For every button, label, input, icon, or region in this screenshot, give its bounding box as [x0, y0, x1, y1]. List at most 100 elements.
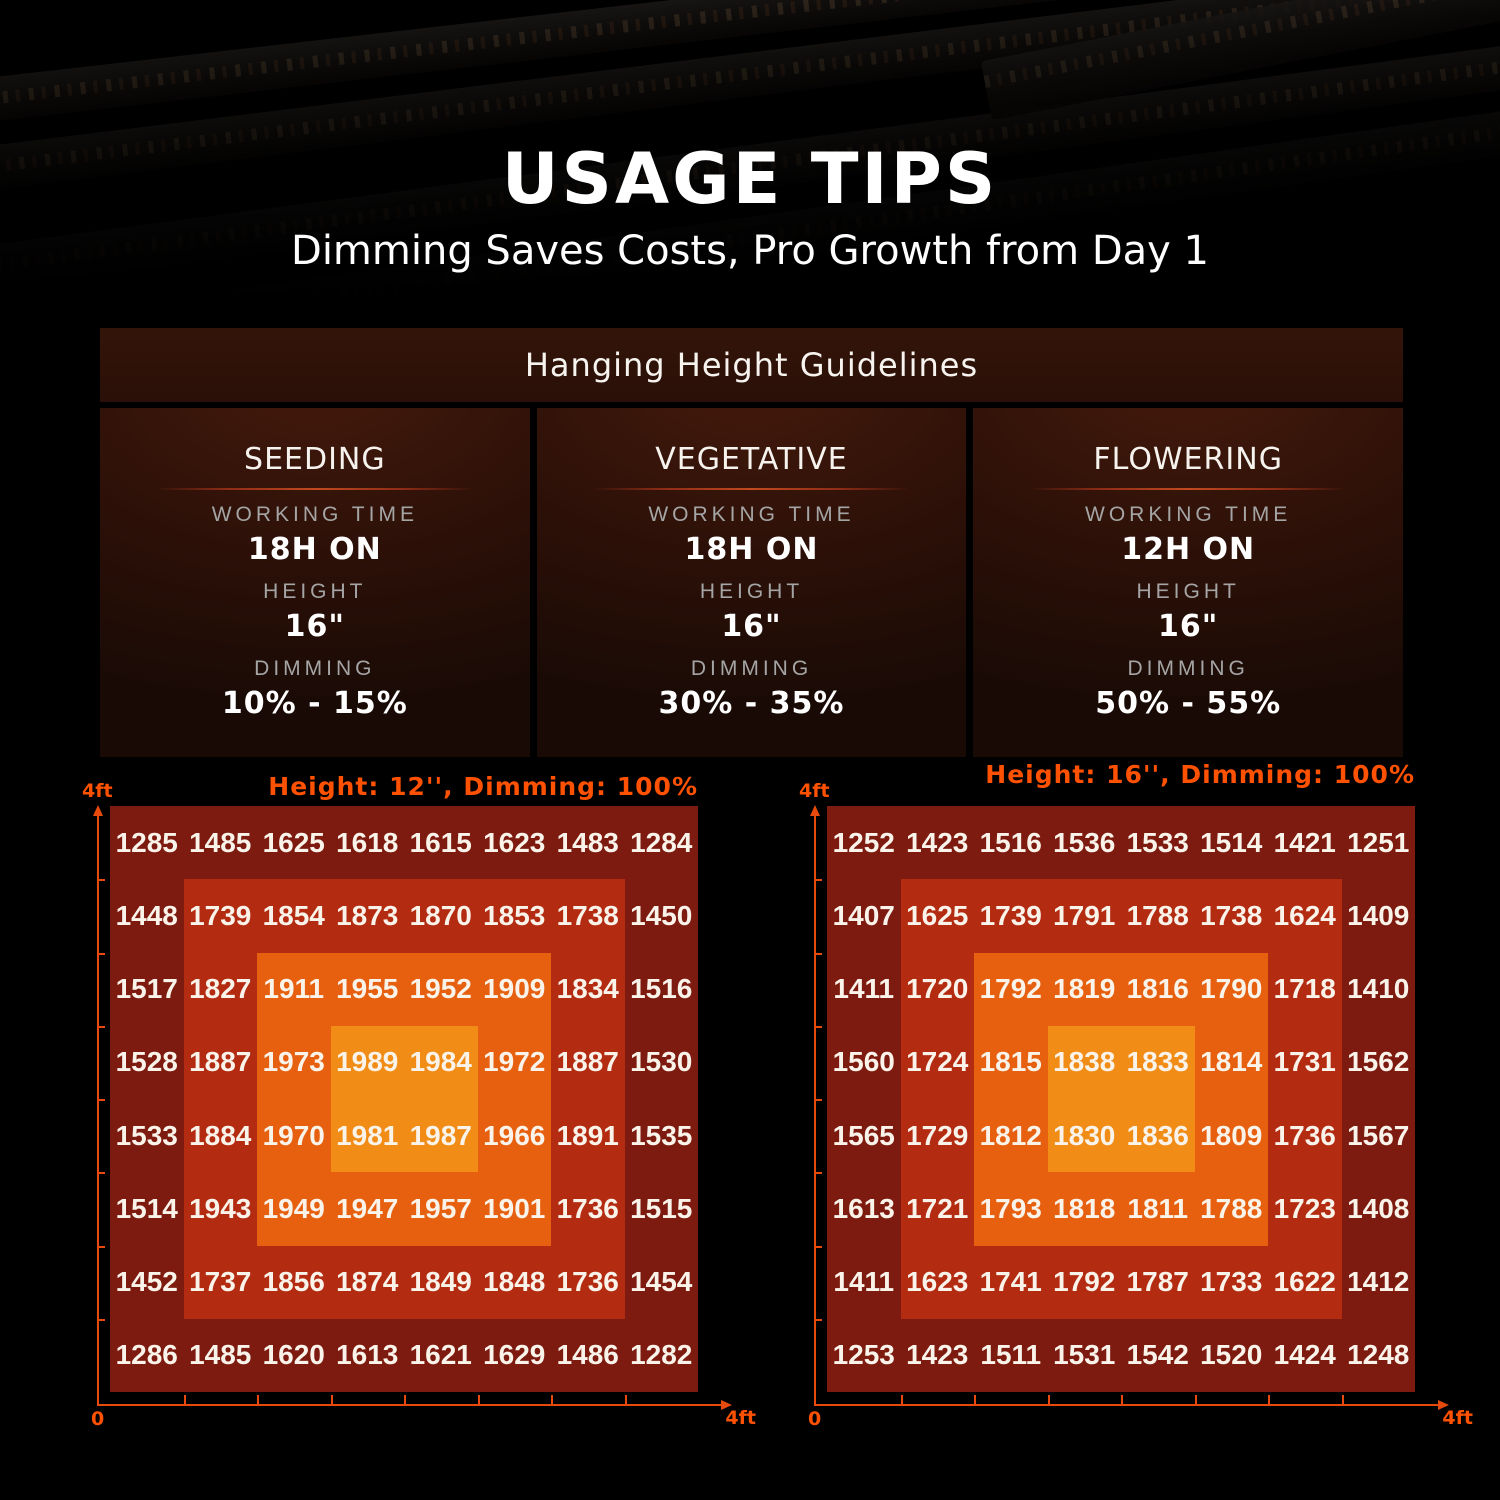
heatmap-cell-value: 1533: [1126, 826, 1189, 858]
heatmap-height-12in: Height: 12'', Dimming: 100% 4ft 0 4ft 12…: [82, 772, 756, 1430]
y-axis-tick: [814, 1099, 822, 1101]
heatmap-cell-value: 1409: [1347, 899, 1410, 931]
heatmap-cell-value: 1853: [483, 899, 546, 931]
heatmap-cell-value: 1423: [906, 1339, 969, 1371]
heatmap-cell-value: 1533: [115, 1119, 178, 1151]
heatmap-cell-value: 1966: [483, 1119, 546, 1151]
heatmap-cell-value: 1517: [115, 973, 178, 1005]
x-axis-tick: [1341, 1395, 1344, 1404]
heatmap-cell-value: 1793: [979, 1192, 1042, 1224]
heatmap-cell-value: 1849: [409, 1266, 472, 1298]
heatmap-cell-value: 1830: [1053, 1119, 1116, 1151]
y-axis-tick: [97, 952, 105, 955]
heatmap-cell-value: 1621: [409, 1339, 472, 1371]
heatmap-cell-value: 1282: [630, 1339, 693, 1371]
working-time-value: 18H ON: [247, 532, 382, 567]
heatmap-cell-value: 1618: [336, 826, 399, 858]
heatmap-cell-value: 1511: [980, 1339, 1042, 1371]
heatmap-cell-value: 1887: [556, 1046, 619, 1078]
heatmap-cell-value: 1792: [1053, 1266, 1116, 1298]
heatmap-cell-value: 1790: [1200, 973, 1263, 1005]
heatmap-cell-value: 1623: [483, 826, 546, 858]
heatmap-cell-value: 1909: [483, 973, 546, 1005]
y-axis-tick: [814, 1245, 822, 1248]
heatmap-cell-value: 1816: [1126, 973, 1189, 1005]
y-axis-tick: [814, 1172, 822, 1175]
heatmap-cell-value: 1952: [409, 973, 472, 1005]
stage-name: SEEDING: [244, 442, 386, 477]
x-axis-tick: [900, 1395, 903, 1404]
heatmap-cell-value: 1562: [1347, 1046, 1410, 1078]
x-axis-tick: [330, 1395, 333, 1404]
x-axis-ticks: [110, 1395, 698, 1404]
heatmap-cell-value: 1973: [262, 1046, 325, 1078]
heatmap-cell-value: 1452: [115, 1266, 178, 1298]
dimming-value: 50% - 55%: [1095, 686, 1282, 721]
stage-divider: [592, 488, 911, 490]
stage-column-seeding: SEEDING WORKING TIME 18H ON HEIGHT 16" D…: [100, 408, 530, 757]
heatmap-cell-value: 1514: [115, 1192, 178, 1224]
heatmap-cell-value: 1791: [1053, 899, 1116, 931]
heatmap-cell-value: 1520: [1200, 1339, 1263, 1371]
heatmap-cell-value: 1615: [409, 826, 472, 858]
dimming-label: DIMMING: [254, 657, 376, 680]
x-axis-tick: [183, 1395, 186, 1404]
heatmap-cell-value: 1411: [833, 973, 895, 1005]
hanging-height-guidelines-panel: Hanging Height Guidelines SEEDING WORKIN…: [100, 328, 1404, 757]
height-label: HEIGHT: [1136, 580, 1240, 603]
axis-arrow-right-icon: [721, 1400, 732, 1410]
heatmap-cell-value: 1542: [1126, 1339, 1189, 1371]
heatmap-cell-value: 1873: [336, 899, 399, 931]
heatmap-cell-value: 1536: [1053, 826, 1116, 858]
y-axis-tick: [97, 1245, 105, 1248]
y-axis-tick: [814, 952, 822, 955]
heatmap-cell-value: 1560: [832, 1046, 895, 1078]
working-time-value: 18H ON: [684, 532, 819, 567]
heatmap-cell-value: 1891: [556, 1119, 619, 1151]
heatmap-grid: 1252 1423 1516 1536 1533 1514 1421 1251 1407 1625…: [827, 806, 1415, 1392]
x-axis-max-label: 4ft: [725, 1407, 756, 1429]
heatmap-cell-value: 1448: [115, 899, 178, 931]
heatmap-cell-value: 1981: [336, 1119, 399, 1151]
heatmap-cell-value: 1827: [189, 973, 252, 1005]
heatmap-cell-value: 1874: [336, 1266, 399, 1298]
heatmap-cell-value: 1838: [1053, 1046, 1116, 1078]
heatmap-cell-value: 1812: [979, 1119, 1042, 1151]
heatmap-cell-value: 1248: [1347, 1339, 1410, 1371]
heatmap-plot: 1252 1423 1516 1536 1533 1514 1421 1251 1407 1625…: [827, 806, 1415, 1392]
heatmap-cell-value: 1516: [979, 826, 1042, 858]
heatmap-cell-value: 1535: [630, 1119, 693, 1151]
y-axis-tick: [97, 1172, 105, 1175]
page-title: USAGE TIPS: [501, 138, 999, 220]
heatmap-cell-value: 1721: [906, 1192, 969, 1224]
heatmap-cell-value: 1718: [1273, 973, 1336, 1005]
heatmap-cell-value: 1424: [1273, 1339, 1336, 1371]
heatmap-cell-value: 1870: [409, 899, 472, 931]
heatmap-cell-value: 1972: [483, 1046, 546, 1078]
heatmap-cell-value: 1285: [115, 826, 178, 858]
heatmap-cell-value: 1286: [115, 1339, 178, 1371]
heatmap-cell-value: 1736: [556, 1266, 619, 1298]
stage-name: VEGETATIVE: [655, 442, 848, 477]
working-time-label: WORKING TIME: [648, 503, 855, 526]
heatmap-cell-value: 1884: [189, 1119, 252, 1151]
heatmap-cell-value: 1739: [979, 899, 1042, 931]
heatmap-cell-value: 1411: [833, 1266, 895, 1298]
guidelines-panel-title: Hanging Height Guidelines: [100, 328, 1403, 402]
heatmap-cell-value: 1834: [556, 973, 619, 1005]
x-axis-tick: [1121, 1395, 1123, 1404]
working-time-label: WORKING TIME: [211, 503, 418, 526]
heatmap-cell-value: 1814: [1200, 1046, 1263, 1078]
x-axis-tick: [551, 1395, 553, 1404]
heatmap-cell-value: 1788: [1126, 899, 1189, 931]
y-axis-tick: [814, 879, 822, 882]
heatmap-cell-value: 1987: [409, 1119, 472, 1151]
y-axis: [93, 805, 103, 1406]
heatmap-cell-value: 1792: [979, 973, 1042, 1005]
x-axis-tick: [974, 1395, 976, 1404]
x-axis-tick: [624, 1395, 627, 1404]
heatmap-cell-value: 1836: [1126, 1119, 1189, 1151]
heatmap-cell-value: 1450: [630, 899, 693, 931]
y-axis: [810, 805, 820, 1406]
stage-column-flowering: FLOWERING WORKING TIME 12H ON HEIGHT 16"…: [973, 408, 1404, 757]
